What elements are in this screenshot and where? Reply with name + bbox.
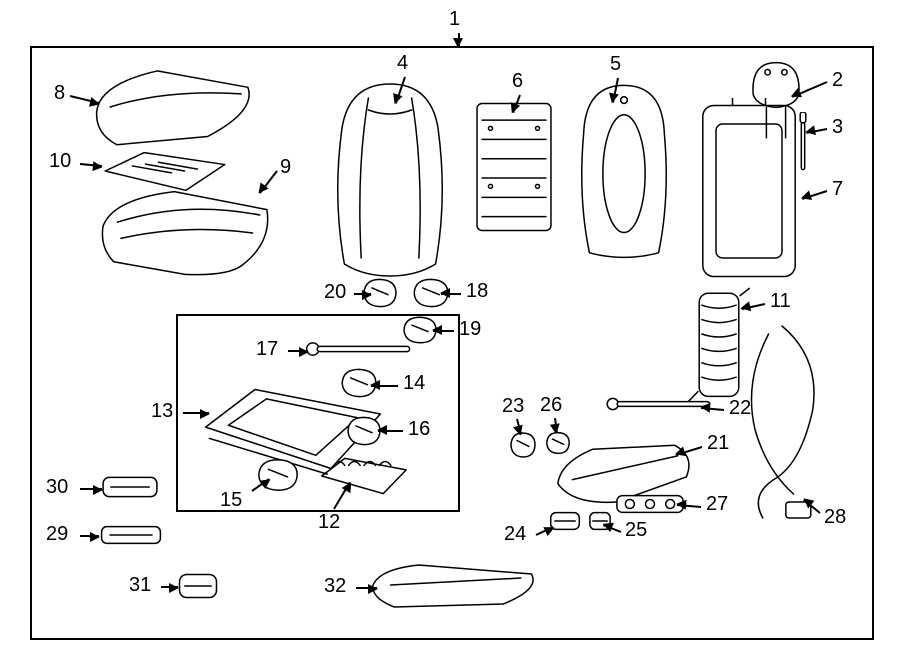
callout-label-31: 31	[129, 574, 151, 597]
callout-label-3: 3	[832, 116, 843, 139]
callout-arrow-19	[433, 330, 454, 332]
part-memory-switch	[544, 430, 572, 456]
callout-label-19: 19	[459, 318, 481, 341]
part-cushion-heater	[100, 148, 230, 194]
part-cushion-cover	[90, 66, 258, 148]
callout-label-23: 23	[502, 395, 524, 418]
callout-label-18: 18	[466, 280, 488, 303]
callout-label-20: 20	[324, 281, 346, 304]
callout-arrow-13	[183, 412, 209, 414]
callout-label-22: 22	[729, 397, 751, 420]
callout-arrow-1	[458, 33, 460, 47]
callout-label-17: 17	[256, 338, 278, 361]
callout-arrow-29	[80, 535, 99, 537]
callout-label-29: 29	[46, 523, 68, 546]
callout-label-7: 7	[832, 178, 843, 201]
callout-label-5: 5	[610, 53, 621, 76]
part-inner-bracket	[96, 522, 166, 548]
callout-label-14: 14	[403, 372, 425, 395]
callout-label-21: 21	[707, 432, 729, 455]
callout-label-6: 6	[512, 70, 523, 93]
part-lower-shield	[366, 560, 542, 610]
part-seat-back-assy	[330, 78, 450, 278]
part-cushion-pad	[96, 188, 274, 278]
part-track-bracket	[254, 456, 302, 494]
part-seat-back-frame	[694, 98, 804, 284]
part-inner-trim	[98, 472, 162, 502]
callout-arrow-14	[371, 385, 398, 387]
callout-label-10: 10	[49, 150, 71, 173]
callout-label-11: 11	[770, 290, 791, 313]
callout-label-4: 4	[397, 52, 408, 75]
diagram-canvas: 1234567891011121314151617181920212223242…	[0, 0, 900, 662]
callout-label-8: 8	[54, 82, 65, 105]
part-anchor-bracket	[176, 568, 220, 604]
callout-arrow-17	[288, 350, 308, 352]
callout-label-28: 28	[824, 506, 846, 529]
callout-arrow-31	[161, 586, 178, 588]
callout-label-9: 9	[280, 156, 291, 179]
callout-arrow-16	[378, 430, 403, 432]
callout-label-26: 26	[540, 394, 562, 417]
part-release-cable	[604, 394, 714, 414]
callout-arrow-18	[441, 293, 461, 295]
callout-arrow-32	[356, 587, 377, 589]
callout-label-15: 15	[220, 489, 242, 512]
callout-label-1: 1	[449, 8, 460, 31]
callout-label-30: 30	[46, 476, 68, 499]
callout-label-32: 32	[324, 575, 346, 598]
callout-label-25: 25	[625, 519, 647, 542]
callout-label-2: 2	[832, 69, 843, 92]
callout-label-12: 12	[318, 511, 340, 534]
callout-arrow-30	[80, 488, 102, 490]
part-heater-element	[472, 98, 556, 236]
part-seat-back-pad	[576, 78, 672, 262]
callout-arrow-20	[354, 293, 371, 295]
callout-label-24: 24	[504, 523, 526, 546]
part-wire-harness	[734, 322, 830, 522]
callout-label-16: 16	[408, 418, 430, 441]
part-actuator-cable	[304, 338, 414, 360]
callout-label-27: 27	[706, 493, 728, 516]
part-switch-knob-a	[508, 430, 538, 460]
callout-label-13: 13	[151, 400, 173, 423]
